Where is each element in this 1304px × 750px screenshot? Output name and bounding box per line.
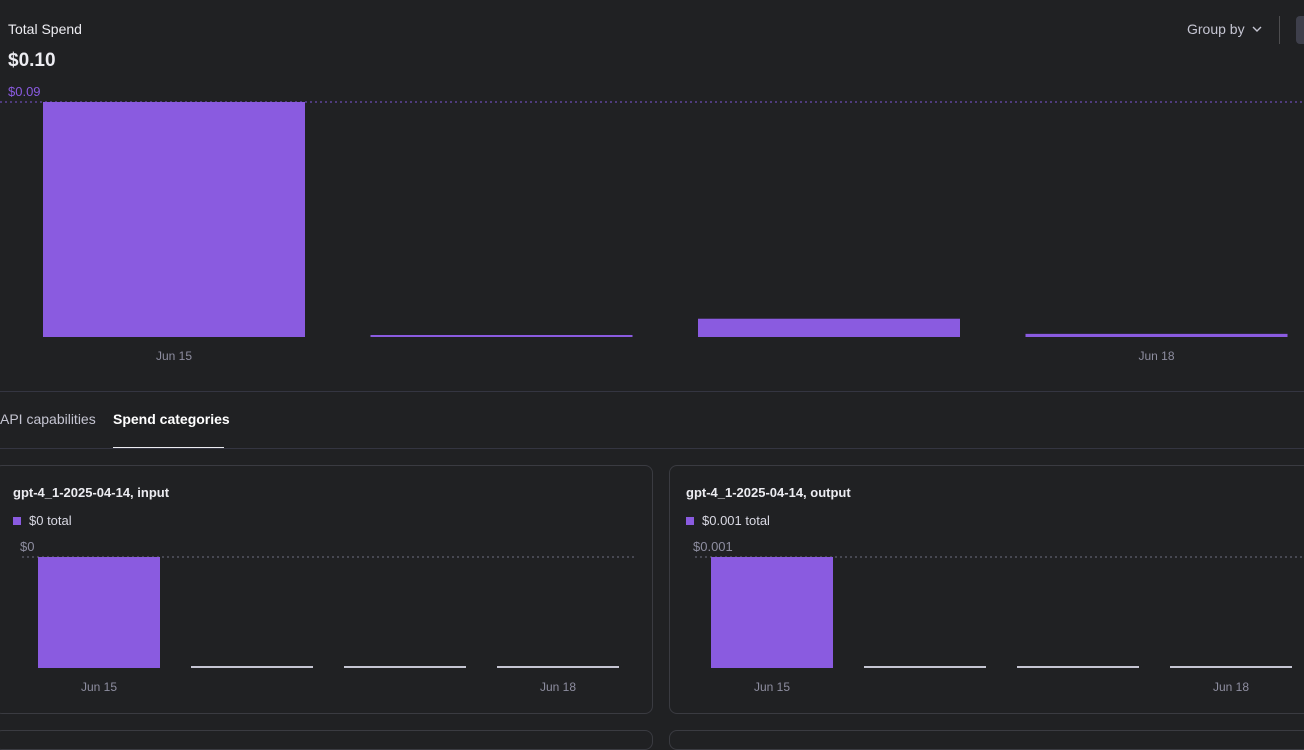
legend-swatch [13, 516, 21, 525]
spend-card-next [0, 730, 653, 750]
toolbar-divider [1279, 16, 1280, 44]
x-tick-label: Jun 15 [81, 680, 117, 694]
bar [711, 557, 833, 668]
bar [191, 666, 313, 668]
x-tick-label: Jun 15 [156, 349, 192, 363]
x-tick-label: Jun 18 [1213, 680, 1249, 694]
tab-api-capabilities[interactable]: API capabilities [0, 411, 96, 427]
legend-label: $0 total [29, 513, 72, 528]
bar [38, 557, 160, 668]
x-tick-label: Jun 18 [1138, 349, 1174, 363]
bar [698, 318, 960, 337]
tab-spend-categories[interactable]: Spend categories [113, 411, 230, 427]
bar [1025, 333, 1288, 337]
x-tick-label: Jun 15 [754, 680, 790, 694]
bar [370, 335, 633, 337]
bar [864, 666, 986, 668]
card-title: gpt-4_1-2025-04-14, output [686, 485, 851, 500]
group-by-label: Group by [1187, 21, 1245, 37]
page-title: Total Spend [8, 21, 82, 37]
legend-swatch [686, 516, 694, 525]
chevron-down-icon [1252, 26, 1262, 32]
max-value-label: $0.001 [693, 539, 733, 554]
max-value-label: $0 [20, 539, 34, 554]
card-legend: $0 total [13, 513, 72, 528]
bar [497, 666, 619, 668]
tabs-divider [0, 448, 1304, 449]
card-title: gpt-4_1-2025-04-14, input [13, 485, 170, 500]
spend-card-next [669, 730, 1304, 750]
total-spend-value: $0.10 [8, 50, 56, 71]
bar [1017, 666, 1139, 668]
bar [1170, 666, 1292, 668]
bar [344, 666, 466, 668]
card-legend: $0.001 total [686, 513, 770, 528]
group-by-button[interactable]: Group by [1187, 21, 1263, 37]
date-range-button[interactable] [1296, 16, 1304, 44]
section-divider [0, 391, 1304, 392]
max-value-label: $0.09 [8, 84, 41, 99]
legend-label: $0.001 total [702, 513, 770, 528]
x-tick-label: Jun 18 [540, 680, 576, 694]
total-spend-chart: $0.09 Jun 15 Jun 18 [0, 84, 1304, 363]
bar [43, 102, 305, 337]
